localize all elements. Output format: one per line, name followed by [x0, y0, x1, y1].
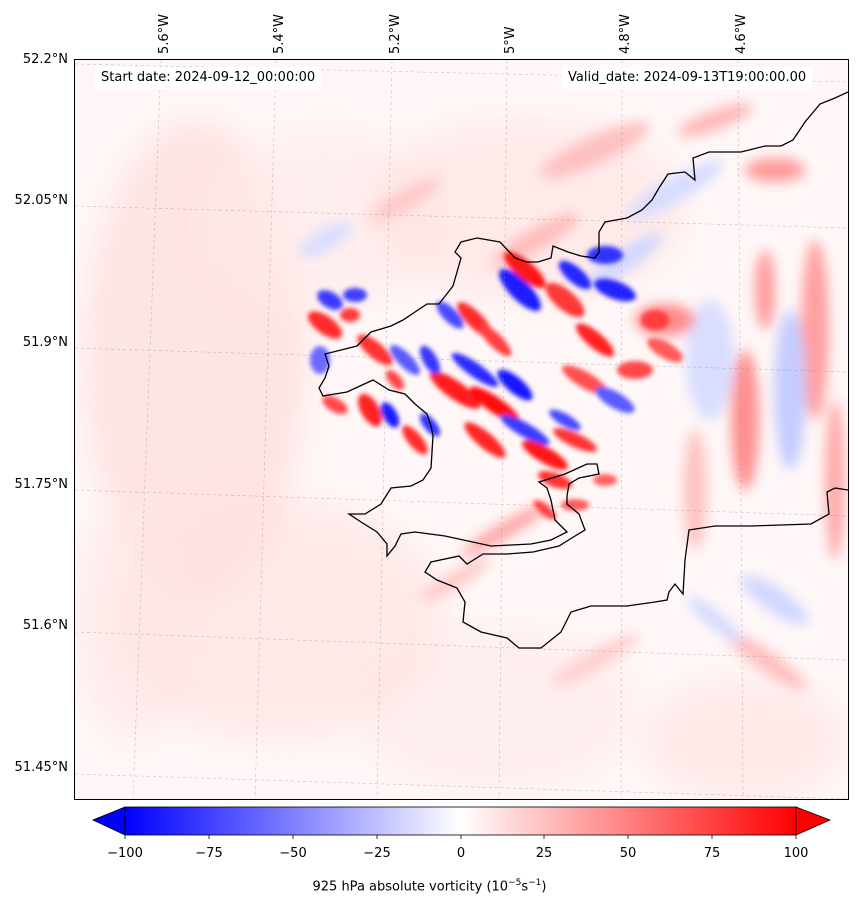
coastline: [318, 91, 848, 649]
colorbar-extend-max: [795, 806, 832, 836]
colorbar: [92, 806, 832, 839]
lon-label-4.8w: 4.8°W: [618, 13, 633, 54]
colorbar-tick-label: 50: [619, 846, 637, 861]
valid-date-label: Valid_date: 2024-09-13T19:00:00.00: [562, 67, 813, 89]
colorbar-tick-label: −75: [195, 846, 223, 861]
lon-label-5.2w: 5.2°W: [388, 13, 403, 54]
colorbar-tick-label: 75: [703, 846, 721, 861]
colorbar-tick-label: −50: [279, 846, 307, 861]
lat-label-51.75n: 51.75°N: [14, 477, 68, 492]
lon-label-5.6w: 5.6°W: [157, 13, 172, 54]
gridlines: [75, 60, 848, 799]
colorbar-tick-label: −100: [107, 846, 143, 861]
lat-label-52.05n: 52.05°N: [14, 193, 68, 208]
lat-label-51.9n: 51.9°N: [22, 335, 68, 350]
lat-label-51.6n: 51.6°N: [22, 618, 68, 633]
map-frame: [74, 59, 849, 800]
colorbar-extend-min: [92, 806, 126, 836]
colorbar-title-suffix: ): [541, 879, 547, 895]
colorbar-bar: [124, 806, 797, 836]
lon-label-5.4w: 5.4°W: [272, 13, 287, 54]
colorbar-tick-marks: [124, 835, 797, 839]
colorbar-title-prefix: 925 hPa absolute vorticity (10: [312, 879, 509, 895]
colorbar-title-mid: s: [521, 879, 529, 895]
lat-label-51.45n: 51.45°N: [14, 760, 68, 775]
lat-label-52.2n: 52.2°N: [22, 52, 68, 67]
lon-label-4.6w: 4.6°W: [734, 13, 749, 54]
colorbar-tick-label: 25: [535, 846, 553, 861]
background-shading: [75, 120, 845, 799]
colorbar-title-exp1: −5: [508, 878, 522, 888]
colorbar-title-exp2: −1: [528, 878, 542, 888]
colorbar-tick-label: 0: [456, 846, 466, 861]
start-date-label: Start date: 2024-09-12_00:00:00: [95, 67, 322, 89]
vorticity-map: [75, 60, 848, 799]
colorbar-title: 925 hPa absolute vorticity (10−5s−1): [0, 878, 859, 894]
colorbar-tick-label: −25: [363, 846, 391, 861]
lon-label-5w: 5°W: [503, 26, 518, 54]
colorbar-tick-label: 100: [783, 846, 809, 861]
